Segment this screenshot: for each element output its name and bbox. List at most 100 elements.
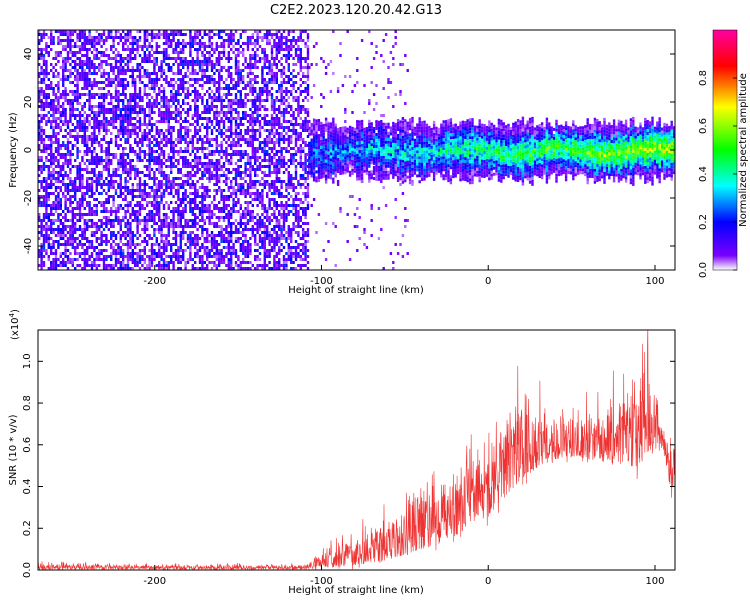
spectrogram-cell-group [672, 150, 675, 154]
spectrogram-cell-group [651, 146, 654, 150]
spectrogram-cell-group [660, 148, 664, 152]
spectrogram-cell-group [519, 147, 522, 151]
spectrogram-cell-group [490, 139, 501, 144]
spectrogram-cell-group [81, 183, 84, 186]
spectrogram-cell-group [665, 147, 669, 151]
spectrogram-cell-group [348, 164, 352, 168]
snr-y-ticks: 0.0 0.2 0.4 0.6 0.8 1.0 [22, 353, 675, 578]
spectrogram-cell-group [564, 139, 568, 143]
spectrogram-cell-group [603, 141, 606, 145]
spectrogram-cell-group [531, 150, 546, 159]
spectrogram-cell-group [605, 157, 609, 161]
spectrogram-cell-group [668, 146, 671, 150]
spectrogram-cell-group [533, 151, 537, 155]
spectrogram-cell-group [545, 147, 549, 151]
spectrogram-cell-group [93, 261, 96, 264]
spectrogram-cell-group [622, 157, 625, 161]
spectrogram-cell-group [605, 148, 609, 152]
spectrogram-cell-group [639, 146, 642, 150]
snr-y-label: SNR (10 * v/v) [8, 414, 19, 485]
x-tick-label: 0 [485, 576, 491, 587]
spectrogram-cell-group [57, 36, 628, 270]
spectrogram-cell-group [588, 156, 592, 160]
spectrogram-cell-group [480, 150, 484, 154]
spectrogram-cell-group [444, 144, 448, 148]
snr-frame [37, 329, 676, 571]
spectrogram-cell-group [627, 151, 630, 155]
spectrogram-cell-group [670, 144, 673, 148]
spectrogram-cell-group [624, 138, 647, 156]
spectrogram-cell-group [632, 137, 635, 141]
spectrogram-cell-group [416, 138, 419, 142]
x-tick-label: -100 [310, 576, 333, 587]
spectrogram-cell-group [653, 141, 657, 145]
spectrogram-cell-group [478, 161, 501, 170]
spectrogram-cell-group [480, 138, 484, 142]
y-tick-label: 40 [23, 48, 34, 61]
snr-panel: -200 -100 0 100 0.0 0.2 0.4 0.6 0.8 1.0 Height o… [8, 309, 676, 596]
spectrogram-cell-group [351, 165, 354, 169]
spectrogram-cell-group [468, 148, 472, 152]
spectrogram-cell-group [665, 135, 669, 139]
spectrogram-cell-group [550, 138, 553, 142]
spectrogram-cell-group [588, 141, 592, 145]
spectrogram-cell-group [648, 154, 652, 158]
spectrogram-cell-group [404, 152, 407, 156]
spectrogram-cell-group [449, 160, 453, 164]
spectrogram-cell-group [668, 164, 671, 168]
spectrogram-cell-group [404, 155, 407, 159]
y-tick-label: 0 [23, 147, 34, 153]
spectrogram-cells [38, 30, 675, 270]
y-tick-label: 0.4 [22, 479, 33, 495]
spectrogram-cell-group [356, 138, 359, 142]
spectrogram-cell-group [567, 141, 570, 144]
spectrogram-cell-group [588, 162, 592, 166]
spectrogram-cell-group [459, 136, 462, 140]
spectrogram-cell-group [636, 160, 640, 164]
spectrogram-cell-group [100, 162, 103, 165]
spectrogram-cell-group [557, 137, 568, 158]
spectrogram-cell-group [617, 152, 621, 156]
spectrogram-cell-group [490, 170, 493, 174]
spectrogram-cell-group [617, 149, 621, 153]
spectrogram-cell-group [512, 143, 525, 162]
spectrogram-cell-group [418, 140, 496, 158]
spectrogram-cell-group [581, 144, 585, 148]
spectrogram-cell-group [244, 30, 247, 33]
spectrogram-cell-group [432, 156, 436, 160]
spectrogram-cell-group [670, 150, 673, 154]
spectrogram-cell-group [497, 148, 501, 152]
spectrogram-x-ticks: -200 -100 0 100 [143, 265, 665, 287]
spectrogram-cell-group [129, 174, 132, 177]
colorbar-tick-label: 0.2 [698, 214, 709, 230]
y-tick-label: 0.8 [22, 395, 33, 411]
spectrogram-cell-group [670, 138, 673, 142]
spectrogram-cell-group [38, 204, 41, 207]
snr-y-scale-label: (x104) [8, 309, 21, 340]
x-tick-label: -100 [310, 276, 333, 287]
spectrogram-cell-group [644, 150, 647, 154]
spectrogram-cell-group [632, 146, 635, 150]
spectrogram-cell-group [348, 143, 352, 147]
colorbar: 0.0 0.2 0.4 0.6 0.8 Normalized spectral ampl… [698, 29, 749, 278]
snr-series-line [38, 330, 675, 570]
colorbar-tick-label: 0.6 [698, 118, 709, 134]
spectrogram-cell-group [514, 160, 517, 164]
spectrogram-cell-group [526, 138, 529, 142]
spectrogram-cell-group [632, 149, 635, 153]
spectrogram-cell-group [432, 163, 453, 172]
spectrogram-cell-group [586, 151, 589, 155]
spectrogram-cell-group [540, 143, 544, 147]
spectrogram-cell-group [444, 132, 448, 136]
spectrogram-cell-group [360, 39, 364, 129]
snr-x-label: Height of straight line (km) [288, 585, 424, 596]
spectrogram-cell-group [452, 157, 455, 161]
spectrogram-cell-group [617, 146, 621, 150]
spectrogram-cell-group [634, 144, 637, 148]
spectrogram-cell-group [641, 142, 664, 149]
spectrogram-cell-group [600, 157, 604, 161]
spectrogram-cell-group [627, 148, 630, 152]
spectrogram-cell-group [670, 153, 673, 157]
spectrogram-cell-group [45, 30, 618, 240]
spectrogram-cell-group [600, 151, 609, 158]
